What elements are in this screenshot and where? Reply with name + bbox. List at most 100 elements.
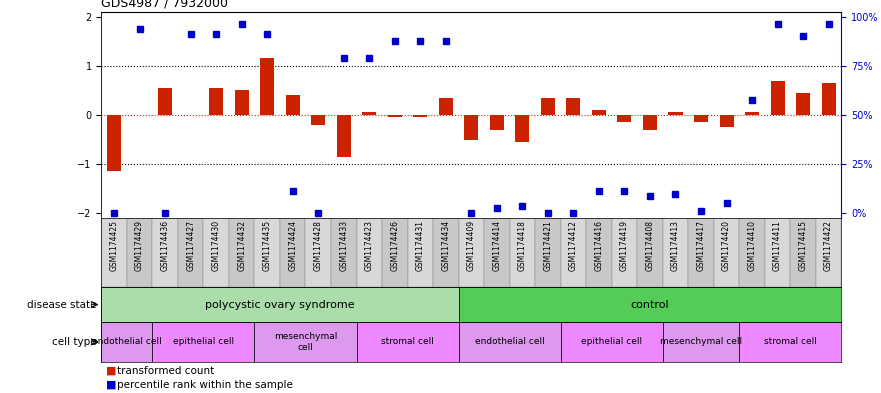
Bar — [586, 218, 611, 287]
Bar — [209, 88, 223, 115]
Bar — [694, 115, 708, 122]
Bar — [535, 218, 560, 287]
Bar — [739, 218, 765, 287]
Bar — [101, 287, 459, 322]
Bar — [408, 218, 433, 287]
Bar — [234, 90, 248, 115]
Text: GSM1174430: GSM1174430 — [211, 220, 220, 271]
Text: GSM1174428: GSM1174428 — [314, 220, 322, 271]
Bar — [663, 218, 688, 287]
Text: GSM1174432: GSM1174432 — [237, 220, 246, 271]
Bar — [669, 112, 683, 115]
Bar — [439, 98, 453, 115]
Bar — [331, 218, 357, 287]
Bar — [127, 218, 152, 287]
Bar — [255, 322, 357, 362]
Bar — [611, 218, 637, 287]
Text: GSM1174413: GSM1174413 — [671, 220, 680, 271]
Bar — [541, 98, 555, 115]
Bar — [822, 83, 835, 115]
Text: GSM1174429: GSM1174429 — [135, 220, 144, 271]
Bar — [560, 322, 663, 362]
Bar — [637, 218, 663, 287]
Bar — [515, 115, 529, 142]
Bar — [107, 115, 121, 171]
Text: epithelial cell: epithelial cell — [581, 338, 642, 346]
Text: GSM1174435: GSM1174435 — [263, 220, 271, 271]
Text: GSM1174424: GSM1174424 — [288, 220, 297, 271]
Bar — [433, 218, 459, 287]
Bar — [285, 95, 300, 115]
Text: transformed count: transformed count — [117, 366, 214, 376]
Text: mesenchymal cell: mesenchymal cell — [660, 338, 742, 346]
Bar — [566, 98, 581, 115]
Text: GSM1174427: GSM1174427 — [186, 220, 195, 271]
Bar — [362, 112, 376, 115]
Text: GSM1174425: GSM1174425 — [109, 220, 119, 271]
Bar — [158, 88, 172, 115]
Bar — [484, 218, 509, 287]
Bar — [260, 59, 274, 115]
Text: stromal cell: stromal cell — [764, 338, 817, 346]
Text: disease state: disease state — [27, 299, 97, 310]
Bar — [101, 322, 152, 362]
Text: GSM1174416: GSM1174416 — [595, 220, 603, 271]
Text: polycystic ovary syndrome: polycystic ovary syndrome — [205, 299, 355, 310]
Text: ■: ■ — [106, 380, 116, 390]
Bar — [739, 322, 841, 362]
Bar — [720, 115, 734, 127]
Text: epithelial cell: epithelial cell — [173, 338, 234, 346]
Bar — [178, 218, 204, 287]
Bar — [311, 115, 325, 125]
Bar — [101, 218, 127, 287]
Bar — [663, 322, 739, 362]
Text: endothelial cell: endothelial cell — [475, 338, 544, 346]
Text: stromal cell: stromal cell — [381, 338, 434, 346]
Bar — [204, 218, 229, 287]
Bar — [771, 81, 785, 115]
Text: GSM1174423: GSM1174423 — [365, 220, 374, 271]
Text: GSM1174410: GSM1174410 — [748, 220, 757, 271]
Text: GSM1174417: GSM1174417 — [697, 220, 706, 271]
Bar — [796, 93, 811, 115]
Text: GSM1174411: GSM1174411 — [773, 220, 782, 271]
Bar — [413, 115, 427, 118]
Text: ■: ■ — [106, 366, 116, 376]
Text: mesenchymal
cell: mesenchymal cell — [274, 332, 337, 352]
Bar — [745, 112, 759, 115]
Bar — [459, 287, 841, 322]
Text: GSM1174419: GSM1174419 — [620, 220, 629, 271]
Bar — [816, 218, 841, 287]
Text: GSM1174421: GSM1174421 — [544, 220, 552, 271]
Text: GSM1174433: GSM1174433 — [339, 220, 348, 271]
Text: GSM1174434: GSM1174434 — [441, 220, 450, 271]
Text: GDS4987 / 7932000: GDS4987 / 7932000 — [101, 0, 228, 9]
Text: GSM1174414: GSM1174414 — [492, 220, 501, 271]
Bar — [388, 115, 402, 118]
Bar — [280, 218, 306, 287]
Bar — [382, 218, 408, 287]
Text: GSM1174426: GSM1174426 — [390, 220, 399, 271]
Bar — [459, 218, 484, 287]
Bar — [255, 218, 280, 287]
Text: endothelial cell: endothelial cell — [92, 338, 162, 346]
Bar — [306, 218, 331, 287]
Bar — [688, 218, 714, 287]
Bar — [490, 115, 504, 130]
Text: cell type: cell type — [52, 337, 97, 347]
Bar — [229, 218, 255, 287]
Text: control: control — [631, 299, 670, 310]
Text: GSM1174408: GSM1174408 — [646, 220, 655, 271]
Bar — [765, 218, 790, 287]
Text: GSM1174418: GSM1174418 — [518, 220, 527, 271]
Text: GSM1174409: GSM1174409 — [467, 220, 476, 271]
Text: GSM1174415: GSM1174415 — [798, 220, 808, 271]
Bar — [643, 115, 657, 130]
Text: percentile rank within the sample: percentile rank within the sample — [117, 380, 293, 390]
Text: GSM1174422: GSM1174422 — [824, 220, 833, 271]
Bar — [152, 218, 178, 287]
Bar — [714, 218, 739, 287]
Text: GSM1174412: GSM1174412 — [569, 220, 578, 271]
Bar — [357, 218, 382, 287]
Bar — [509, 218, 535, 287]
